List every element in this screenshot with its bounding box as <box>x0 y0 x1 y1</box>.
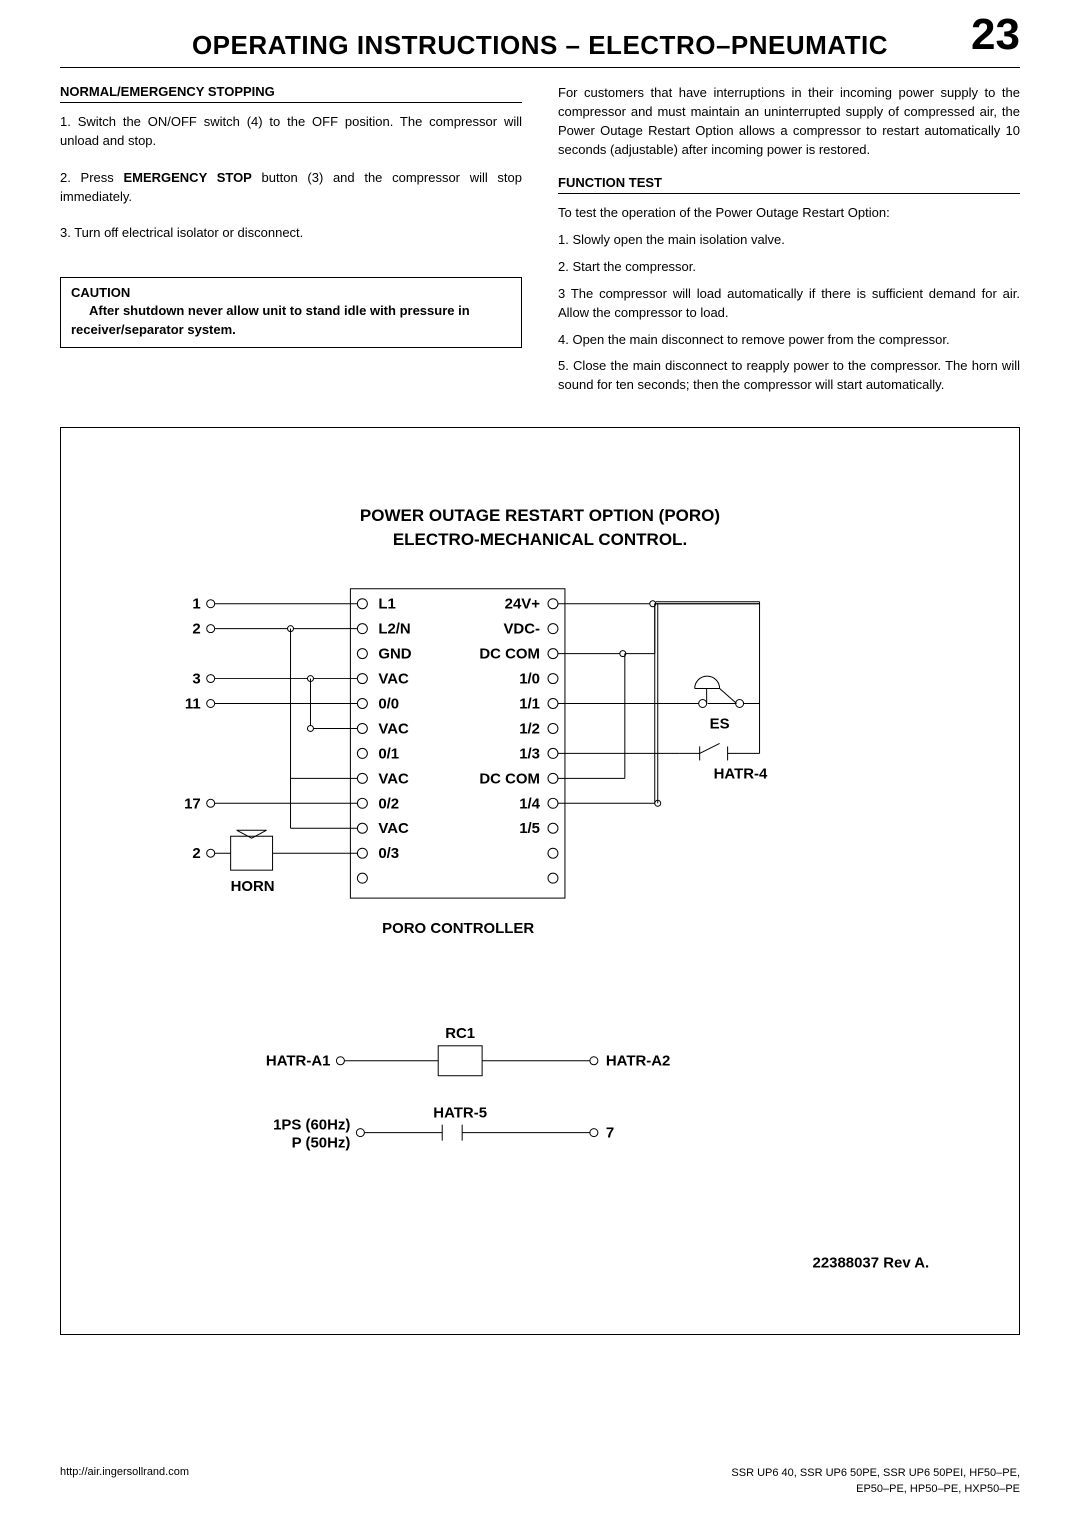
svg-text:1/3: 1/3 <box>519 746 540 763</box>
svg-text:17: 17 <box>184 795 201 812</box>
svg-text:HATR-4: HATR-4 <box>714 765 768 782</box>
svg-text:3: 3 <box>192 671 200 688</box>
ft-intro: To test the operation of the Power Outag… <box>558 204 1020 223</box>
svg-text:0/2: 0/2 <box>378 795 399 812</box>
svg-text:1PS (60Hz): 1PS (60Hz) <box>273 1117 350 1134</box>
diagram-svg: .lbl { font: bold 15px Arial; } .lblm { … <box>61 578 1019 1318</box>
svg-text:0/1: 0/1 <box>378 746 399 763</box>
left-column: NORMAL/EMERGENCY STOPPING 1. Switch the … <box>60 84 522 403</box>
svg-text:VAC: VAC <box>378 770 409 787</box>
svg-text:24V+: 24V+ <box>505 596 541 613</box>
step2-bold: EMERGENCY STOP <box>123 170 251 185</box>
svg-text:HATR-5: HATR-5 <box>433 1105 487 1122</box>
content-columns: NORMAL/EMERGENCY STOPPING 1. Switch the … <box>60 84 1020 403</box>
step-3: 3. Turn off electrical isolator or disco… <box>60 224 522 243</box>
diagram-title-l2: ELECTRO-MECHANICAL CONTROL. <box>393 530 687 549</box>
section-title-stopping: NORMAL/EMERGENCY STOPPING <box>60 84 522 103</box>
svg-text:GND: GND <box>378 646 411 663</box>
svg-text:VAC: VAC <box>378 721 409 738</box>
svg-text:0/0: 0/0 <box>378 696 399 713</box>
svg-text:1: 1 <box>192 596 200 613</box>
ft-step-1: 1. Slowly open the main isolation valve. <box>558 231 1020 250</box>
svg-text:VAC: VAC <box>378 671 409 688</box>
page-header: OPERATING INSTRUCTIONS – ELECTRO–PNEUMAT… <box>60 30 1020 68</box>
diagram-title: POWER OUTAGE RESTART OPTION (PORO) ELECT… <box>61 428 1019 552</box>
section-title-function-test: FUNCTION TEST <box>558 175 1020 194</box>
ft-step-3: 3 The compressor will load automatically… <box>558 285 1020 323</box>
right-column: For customers that have interruptions in… <box>558 84 1020 403</box>
svg-text:22388037 Rev A.: 22388037 Rev A. <box>813 1254 930 1271</box>
footer-models: SSR UP6 40, SSR UP6 50PE, SSR UP6 50PEI,… <box>731 1466 1020 1497</box>
caution-body: After shutdown never allow unit to stand… <box>71 302 511 338</box>
step-1: 1. Switch the ON/OFF switch (4) to the O… <box>60 113 522 151</box>
svg-text:0/3: 0/3 <box>378 845 399 862</box>
page-number: 23 <box>971 10 1020 60</box>
svg-text:11: 11 <box>185 696 201 713</box>
svg-text:RC1: RC1 <box>445 1025 475 1042</box>
models-line2: EP50–PE, HP50–PE, HXP50–PE <box>856 1483 1020 1495</box>
svg-text:1/0: 1/0 <box>519 671 540 688</box>
poro-intro: For customers that have interruptions in… <box>558 84 1020 159</box>
svg-text:VDC-: VDC- <box>503 621 540 638</box>
svg-text:2: 2 <box>192 845 200 862</box>
svg-text:1/5: 1/5 <box>519 820 540 837</box>
diagram-title-l1: POWER OUTAGE RESTART OPTION (PORO) <box>360 506 720 525</box>
ft-step-5: 5. Close the main disconnect to reapply … <box>558 357 1020 395</box>
svg-text:VAC: VAC <box>378 820 409 837</box>
svg-text:DC COM: DC COM <box>479 770 540 787</box>
caution-title: CAUTION <box>71 284 511 302</box>
svg-text:7: 7 <box>606 1125 614 1142</box>
svg-text:1/2: 1/2 <box>519 721 540 738</box>
svg-text:HATR-A2: HATR-A2 <box>606 1053 671 1070</box>
svg-text:HATR-A1: HATR-A1 <box>266 1053 331 1070</box>
svg-text:2: 2 <box>192 621 200 638</box>
footer-url: http://air.ingersollrand.com <box>60 1466 189 1478</box>
models-line1: SSR UP6 40, SSR UP6 50PE, SSR UP6 50PEI,… <box>731 1467 1020 1479</box>
svg-text:ES: ES <box>710 716 730 733</box>
svg-text:DC COM: DC COM <box>479 646 540 663</box>
svg-text:1/1: 1/1 <box>519 696 540 713</box>
caution-box: CAUTION After shutdown never allow unit … <box>60 277 522 348</box>
ft-step-2: 2. Start the compressor. <box>558 258 1020 277</box>
svg-text:P (50Hz): P (50Hz) <box>292 1135 351 1152</box>
wiring-diagram: POWER OUTAGE RESTART OPTION (PORO) ELECT… <box>60 427 1020 1335</box>
step-2: 2. Press EMERGENCY STOP button (3) and t… <box>60 169 522 207</box>
ft-step-4: 4. Open the main disconnect to remove po… <box>558 331 1020 350</box>
step2-pre: 2. Press <box>60 170 123 185</box>
page-footer: http://air.ingersollrand.com SSR UP6 40,… <box>60 1466 1020 1497</box>
svg-text:1/4: 1/4 <box>519 795 540 812</box>
svg-text:PORO CONTROLLER: PORO CONTROLLER <box>382 920 534 937</box>
svg-text:L2/N: L2/N <box>378 621 410 638</box>
header-title: OPERATING INSTRUCTIONS – ELECTRO–PNEUMAT… <box>192 30 888 61</box>
svg-text:L1: L1 <box>378 596 395 613</box>
svg-text:HORN: HORN <box>231 878 275 895</box>
